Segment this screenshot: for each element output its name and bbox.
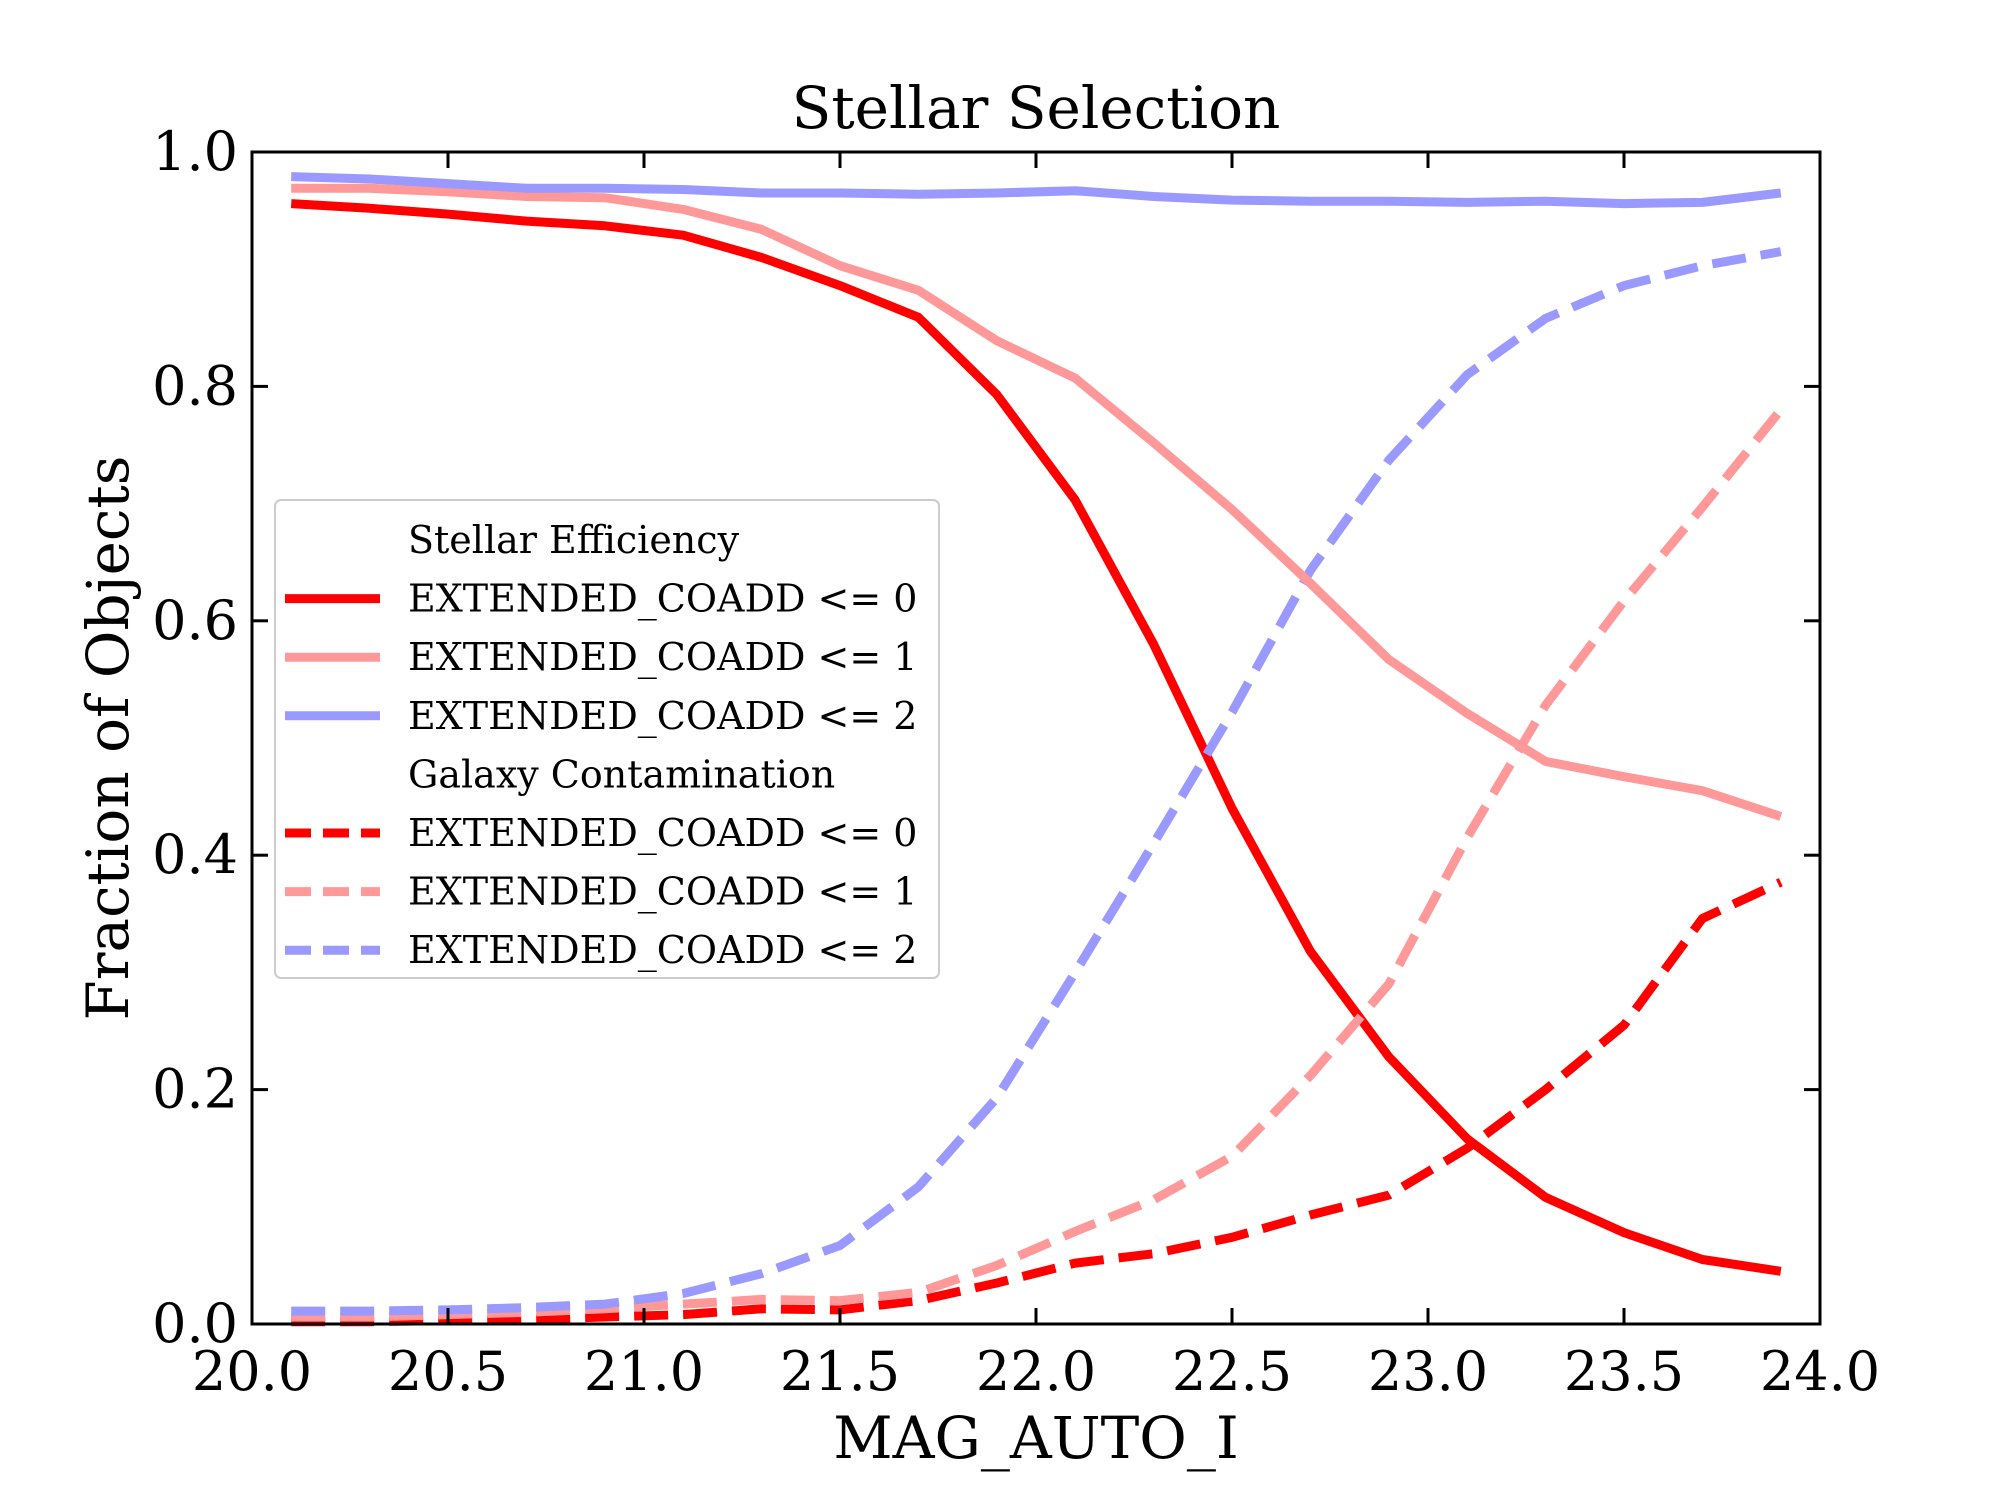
x-tick-label: 21.0 bbox=[584, 1340, 704, 1403]
series-layer bbox=[290, 172, 1785, 1327]
x-tick-label: 24.0 bbox=[1760, 1340, 1880, 1403]
y-axis-label: Fraction of Objects bbox=[74, 456, 142, 1021]
chart-title: Stellar Selection bbox=[792, 74, 1281, 142]
x-tick-label: 20.0 bbox=[192, 1340, 312, 1403]
series-line-efficiency-1 bbox=[291, 183, 1783, 821]
y-tick-label: 0.2 bbox=[152, 1058, 238, 1121]
legend-entry-label: EXTENDED_COADD <= 2 bbox=[408, 694, 917, 739]
legend-group-title: Stellar Efficiency bbox=[408, 518, 740, 562]
y-tick-label: 0.0 bbox=[152, 1292, 238, 1355]
legend-entry-label: EXTENDED_COADD <= 1 bbox=[408, 635, 917, 680]
y-tick-label: 0.8 bbox=[152, 354, 238, 417]
series-line-efficiency-0 bbox=[290, 199, 1782, 1276]
legend-box bbox=[274, 499, 940, 979]
legend-entry-label: EXTENDED_COADD <= 0 bbox=[408, 811, 917, 856]
legend-entry-label: EXTENDED_COADD <= 2 bbox=[408, 928, 917, 973]
legend-entry-label: EXTENDED_COADD <= 0 bbox=[408, 577, 917, 622]
series-line-contamination-1 bbox=[291, 406, 1785, 1322]
x-tick-label: 20.5 bbox=[388, 1340, 508, 1403]
x-axis-label: MAG_AUTO_I bbox=[833, 1404, 1239, 1472]
legend: Stellar Efficiency EXTENDED_COADD <= 0 EXT… bbox=[274, 499, 940, 979]
x-tick-label: 22.5 bbox=[1172, 1340, 1292, 1403]
x-tick-label: 23.5 bbox=[1564, 1340, 1684, 1403]
series-line-contamination-0 bbox=[291, 878, 1783, 1327]
series-line-efficiency-2 bbox=[291, 172, 1782, 209]
y-tick-label: 1.0 bbox=[152, 120, 238, 183]
x-tick-label: 21.5 bbox=[780, 1340, 900, 1403]
y-tick-label: 0.4 bbox=[152, 823, 238, 886]
series-line-contamination-2 bbox=[291, 247, 1782, 1316]
legend-group-title: Galaxy Contamination bbox=[408, 752, 835, 796]
axes-layer: 20.0 20.5 21.0 21.5 22.0 22.5 23.0 23.5 24.0 0.0 0… bbox=[152, 120, 1880, 1403]
x-tick-label: 23.0 bbox=[1368, 1340, 1488, 1403]
x-tick-label: 22.0 bbox=[976, 1340, 1096, 1403]
legend-entry-label: EXTENDED_COADD <= 1 bbox=[408, 870, 917, 915]
y-tick-label: 0.6 bbox=[152, 589, 238, 652]
